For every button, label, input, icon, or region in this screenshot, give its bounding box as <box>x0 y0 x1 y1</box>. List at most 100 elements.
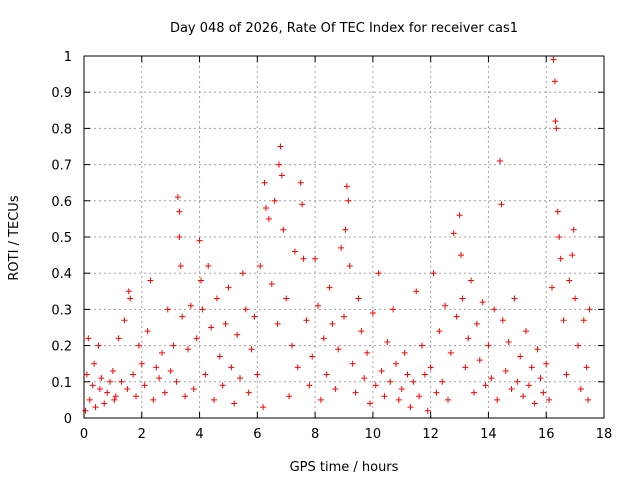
data-point <box>553 125 560 132</box>
data-point <box>107 378 113 385</box>
data-point <box>196 237 203 244</box>
data-point <box>338 244 345 251</box>
data-point <box>187 302 194 309</box>
data-point <box>372 382 379 389</box>
data-point <box>315 302 321 309</box>
data-point <box>239 270 246 277</box>
data-point <box>98 375 105 382</box>
data-point <box>170 342 177 349</box>
data-point <box>476 357 483 364</box>
data-point <box>387 378 394 385</box>
data-point <box>182 393 189 400</box>
data-point <box>216 353 223 360</box>
y-axis-label: ROTI / TECUs <box>7 195 22 280</box>
data-point <box>83 371 90 378</box>
data-point <box>317 396 324 403</box>
data-point <box>552 118 559 125</box>
data-point <box>482 382 489 389</box>
data-point <box>185 346 191 353</box>
data-point <box>294 364 301 371</box>
data-point <box>109 367 116 374</box>
data-point <box>413 288 420 295</box>
data-point <box>570 226 577 233</box>
data-point <box>410 378 417 385</box>
data-point <box>167 367 174 374</box>
data-point <box>572 295 579 302</box>
data-point <box>268 281 275 288</box>
data-point <box>453 313 460 320</box>
data-point <box>276 161 282 168</box>
data-point <box>375 270 382 277</box>
data-point <box>174 194 181 201</box>
data-point <box>361 375 368 382</box>
data-point <box>300 255 307 262</box>
data-point <box>514 378 521 385</box>
data-point <box>345 197 352 204</box>
data-point <box>251 313 258 320</box>
data-point <box>364 349 371 356</box>
data-point <box>421 371 428 378</box>
data-point <box>280 226 287 233</box>
data-point <box>491 306 498 313</box>
data-point <box>367 400 373 407</box>
data-point <box>320 335 327 342</box>
data-point <box>560 317 567 324</box>
data-point <box>462 364 469 371</box>
data-point <box>343 183 350 190</box>
data-point <box>219 382 226 389</box>
data-point <box>502 367 509 374</box>
data-point <box>208 324 215 331</box>
data-point <box>147 277 154 284</box>
x-tick-label: 0 <box>80 427 88 442</box>
data-point <box>551 78 558 85</box>
data-point <box>537 375 544 382</box>
x-tick-labels: 0 2 4 6 8 10 12 14 16 18 <box>80 427 612 442</box>
data-point <box>580 317 587 324</box>
data-point <box>498 201 505 208</box>
data-point <box>499 317 506 324</box>
data-point <box>118 378 125 385</box>
x-tick-label: 2 <box>138 427 146 442</box>
data-point <box>485 342 492 349</box>
data-point <box>303 317 310 324</box>
x-axis-label: GPS time / hours <box>290 460 399 475</box>
data-point <box>546 396 553 403</box>
data-point <box>138 360 145 367</box>
data-point <box>416 393 423 400</box>
data-point <box>156 375 163 382</box>
data-point <box>419 342 425 349</box>
x-tick-label: 10 <box>365 427 382 442</box>
data-point <box>164 306 171 313</box>
data-point <box>91 360 98 367</box>
data-point <box>398 386 405 393</box>
data-point <box>401 349 408 356</box>
data-point <box>237 375 243 382</box>
data-point <box>520 393 527 400</box>
grid-lines <box>84 56 604 418</box>
data-point <box>465 335 472 342</box>
data-point <box>245 389 252 396</box>
data-point <box>104 389 111 396</box>
data-point <box>257 262 264 269</box>
data-point <box>82 407 89 414</box>
data-point <box>271 197 278 204</box>
data-point <box>228 364 235 371</box>
data-point <box>511 295 518 302</box>
data-point <box>549 284 555 291</box>
data-point <box>299 201 306 208</box>
data-point <box>153 364 160 371</box>
y-tick-label: 0.3 <box>51 303 72 318</box>
data-point <box>433 389 440 396</box>
x-tick-label: 8 <box>311 427 319 442</box>
data-point <box>222 320 229 327</box>
data-point <box>89 382 96 389</box>
x-tick-label: 14 <box>480 427 497 442</box>
data-point <box>540 389 547 396</box>
data-point <box>436 328 443 335</box>
data-point <box>424 407 431 414</box>
data-point <box>395 396 402 403</box>
data-point <box>150 396 157 403</box>
data-point <box>332 386 339 393</box>
y-tick-label: 0 <box>64 412 72 427</box>
